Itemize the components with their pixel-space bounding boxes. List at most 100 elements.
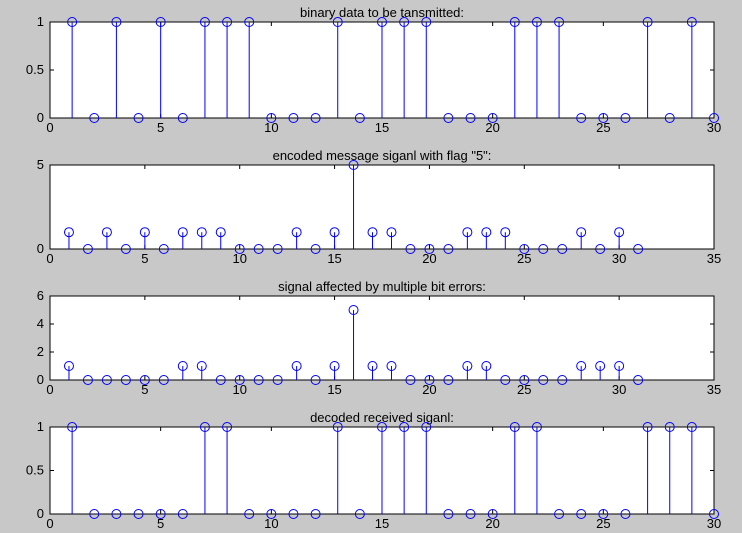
stem-marker xyxy=(354,509,365,519)
y-tick-label: 0 xyxy=(37,506,44,521)
stem-marker xyxy=(244,17,255,27)
stem-marker xyxy=(133,113,144,123)
stem-marker xyxy=(633,375,644,385)
stem-marker xyxy=(557,375,568,385)
x-tick-label: 20 xyxy=(422,382,436,397)
stem-marker xyxy=(531,17,542,27)
x-tick-label: 15 xyxy=(327,251,341,266)
chart-panel-3: signal affected by multiple bit errors: 0… xyxy=(37,279,721,397)
stem-marker xyxy=(509,17,520,27)
chart-panel-1: binary data to be tansmitted:0 5 10 15 20 25 3… xyxy=(26,5,721,135)
stem-marker xyxy=(215,227,226,238)
stem-marker xyxy=(399,422,410,432)
x-tick-label: 30 xyxy=(612,382,626,397)
stem-marker xyxy=(272,244,283,254)
stem-marker xyxy=(120,375,131,385)
stem-marker xyxy=(348,305,359,315)
stem-marker xyxy=(443,113,454,123)
stem-marker xyxy=(377,17,387,27)
stem-marker xyxy=(329,227,340,238)
x-tick-label: 30 xyxy=(707,120,721,135)
stem-marker xyxy=(367,227,378,238)
stem-marker xyxy=(288,509,299,519)
stem-marker xyxy=(133,509,144,519)
stem-marker xyxy=(500,375,511,385)
stem-marker xyxy=(709,509,719,519)
stem-marker xyxy=(642,17,653,27)
stem-marker xyxy=(386,227,397,238)
stem-marker xyxy=(576,509,587,519)
stem-marker xyxy=(598,113,609,123)
stem-marker xyxy=(291,361,302,371)
x-tick-label: 35 xyxy=(707,251,721,266)
x-tick-label: 0 xyxy=(46,516,53,531)
stem-marker xyxy=(465,113,476,123)
stem-marker xyxy=(421,422,432,432)
stem-marker xyxy=(554,509,565,519)
stem-marker xyxy=(443,244,454,254)
chart-panel-2: encoded message siganl with flag "5": 0 5 1… xyxy=(37,148,721,266)
x-tick-label: 25 xyxy=(517,382,531,397)
stem-marker xyxy=(310,113,321,123)
stem-marker xyxy=(642,422,653,432)
stem-marker xyxy=(266,113,277,123)
stem-marker xyxy=(633,244,644,254)
stem-marker xyxy=(481,361,492,371)
stem-marker xyxy=(481,227,492,238)
stem-marker xyxy=(215,375,226,385)
stem-marker xyxy=(199,17,210,27)
stem-marker xyxy=(443,509,454,519)
stem-marker xyxy=(111,509,122,519)
stem-marker xyxy=(177,227,188,238)
stem-marker xyxy=(354,113,365,123)
x-tick-label: 10 xyxy=(232,382,246,397)
stem-marker xyxy=(253,244,264,254)
stem-marker xyxy=(538,244,549,254)
chart-title: encoded message siganl with flag "5": xyxy=(273,148,492,163)
stem-marker xyxy=(310,375,321,385)
y-tick-label: 1 xyxy=(37,14,44,29)
stem-marker xyxy=(538,375,549,385)
stem-marker xyxy=(244,509,255,519)
stem-marker xyxy=(82,244,93,254)
stem-marker xyxy=(63,227,74,238)
stem-marker xyxy=(421,17,432,27)
stem-marker xyxy=(487,509,498,519)
stem-marker xyxy=(177,113,188,123)
stem-marker xyxy=(82,375,93,385)
chart-panel-4: decoded received siganl: 0 5 10 15 20 25 30 0 0.5… xyxy=(26,410,721,531)
y-tick-label: 1 xyxy=(37,419,44,434)
stem-marker xyxy=(709,113,719,123)
stem-marker xyxy=(519,244,530,254)
x-tick-label: 15 xyxy=(375,516,389,531)
stem-marker xyxy=(576,113,587,123)
stem-marker xyxy=(89,113,100,123)
x-tick-label: 5 xyxy=(157,516,164,531)
stem-marker xyxy=(595,361,606,371)
chart-title: signal affected by multiple bit errors: xyxy=(278,279,486,294)
stem-marker xyxy=(664,422,675,432)
stem-marker xyxy=(222,17,233,27)
y-tick-label: 0 xyxy=(37,241,44,256)
y-tick-label: 0.5 xyxy=(26,62,44,77)
y-tick-label: 6 xyxy=(37,288,44,303)
stem-marker xyxy=(120,244,131,254)
stem-marker xyxy=(576,227,587,238)
stem-marker xyxy=(557,244,568,254)
chart-title: binary data to be tansmitted: xyxy=(300,5,464,20)
stem-marker xyxy=(462,361,473,371)
x-tick-label: 30 xyxy=(707,516,721,531)
x-tick-label: 20 xyxy=(485,120,499,135)
stem-marker xyxy=(158,244,169,254)
stem-marker xyxy=(234,244,245,254)
stem-marker xyxy=(139,375,150,385)
stem-marker xyxy=(253,375,264,385)
x-tick-label: 20 xyxy=(485,516,499,531)
x-tick-label: 10 xyxy=(264,516,278,531)
y-tick-label: 5 xyxy=(37,157,44,172)
y-tick-label: 0 xyxy=(37,372,44,387)
stem-marker xyxy=(266,509,277,519)
x-tick-label: 15 xyxy=(327,382,341,397)
stem-marker xyxy=(272,375,283,385)
